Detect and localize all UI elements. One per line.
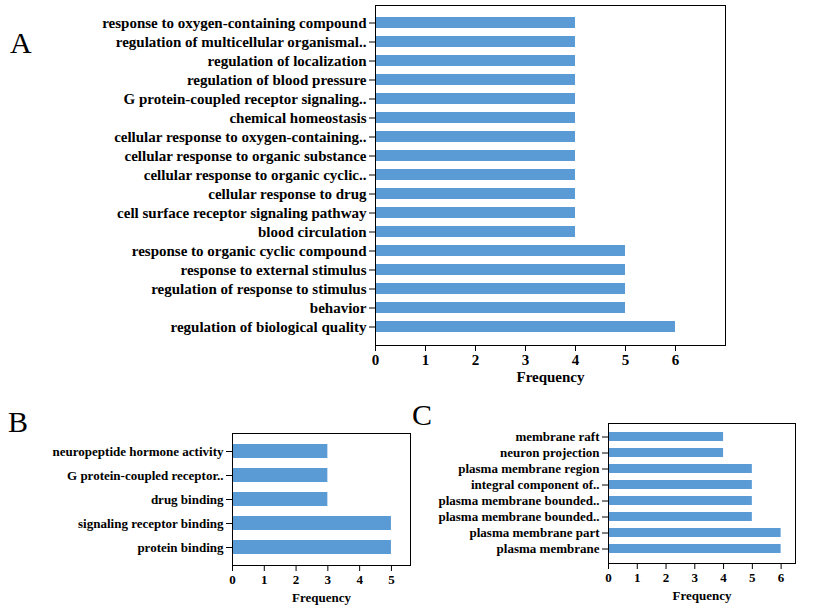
svg-text:cell surface receptor signalin: cell surface receptor signaling pathway <box>117 205 367 221</box>
html-text:C: C <box>412 398 432 431</box>
svg-text:5: 5 <box>622 352 630 368</box>
svg-text:regulation of biological quali: regulation of biological quality <box>171 319 367 335</box>
svg-text:cellular response to organic c: cellular response to organic cyclic.. <box>144 167 367 183</box>
html-text:A: A <box>10 26 32 59</box>
svg-text:2: 2 <box>472 352 480 368</box>
svg-text:0: 0 <box>372 352 380 368</box>
svg-text:behavior: behavior <box>310 300 367 316</box>
svg-text:1: 1 <box>422 352 430 368</box>
svg-text:2: 2 <box>293 572 300 587</box>
svg-text:0: 0 <box>229 572 236 587</box>
svg-text:4: 4 <box>720 570 727 585</box>
svg-text:chemical homeostasis: chemical homeostasis <box>229 110 366 126</box>
svg-text:regulation of response to stim: regulation of response to stimulus <box>151 281 366 297</box>
svg-text:3: 3 <box>522 352 530 368</box>
svg-text:5: 5 <box>749 570 756 585</box>
svg-text:signaling receptor binding: signaling receptor binding <box>78 516 224 531</box>
svg-text:drug binding: drug binding <box>151 492 224 507</box>
svg-text:6: 6 <box>672 352 680 368</box>
svg-text:Frequency: Frequency <box>673 588 732 603</box>
html-text:B: B <box>8 405 28 438</box>
svg-text:4: 4 <box>356 572 363 587</box>
svg-text:integral component of..: integral component of.. <box>471 477 600 492</box>
svg-text:response to oxygen-containing: response to oxygen-containing compound <box>102 15 367 31</box>
svg-text:3: 3 <box>325 572 332 587</box>
svg-text:membrane raft: membrane raft <box>515 429 600 444</box>
svg-text:regulation of blood pressure: regulation of blood pressure <box>187 72 367 88</box>
svg-text:1: 1 <box>261 572 268 587</box>
svg-text:Frequency: Frequency <box>292 590 351 605</box>
svg-text:G protein-coupled receptor sig: G protein-coupled receptor signaling.. <box>124 91 367 107</box>
svg-text:plasma membrane bounded..: plasma membrane bounded.. <box>438 509 599 524</box>
svg-text:neuron projection: neuron projection <box>500 445 600 460</box>
svg-text:2: 2 <box>663 570 670 585</box>
svg-text:cellular response to oxygen-co: cellular response to oxygen-containing.. <box>114 129 367 145</box>
svg-text:plasma membrane: plasma membrane <box>497 541 600 556</box>
svg-text:response to external stimulus: response to external stimulus <box>181 262 367 278</box>
svg-text:plasma membrane bounded..: plasma membrane bounded.. <box>438 493 599 508</box>
svg-text:blood circulation: blood circulation <box>258 224 367 240</box>
svg-text:3: 3 <box>692 570 699 585</box>
svg-text:cellular response to organic s: cellular response to organic substance <box>125 148 367 164</box>
svg-text:neuropeptide hormone activity: neuropeptide hormone activity <box>53 444 224 459</box>
svg-text:G protein-coupled receptor..: G protein-coupled receptor.. <box>67 468 223 483</box>
svg-text:5: 5 <box>388 572 395 587</box>
svg-text:plasma membrane region: plasma membrane region <box>458 461 600 476</box>
svg-text:cellular response to drug: cellular response to drug <box>208 186 367 202</box>
svg-text:0: 0 <box>605 570 612 585</box>
svg-text:4: 4 <box>572 352 580 368</box>
svg-text:regulation of multicellular or: regulation of multicellular organismal.. <box>116 34 367 50</box>
svg-text:6: 6 <box>778 570 785 585</box>
svg-text:protein binding: protein binding <box>137 540 224 555</box>
svg-text:plasma membrane part: plasma membrane part <box>470 525 601 540</box>
svg-text:regulation of localization: regulation of localization <box>208 53 368 69</box>
svg-text:response to organic cyclic com: response to organic cyclic compound <box>132 243 367 259</box>
svg-text:1: 1 <box>634 570 641 585</box>
svg-text:Frequency: Frequency <box>516 369 585 385</box>
